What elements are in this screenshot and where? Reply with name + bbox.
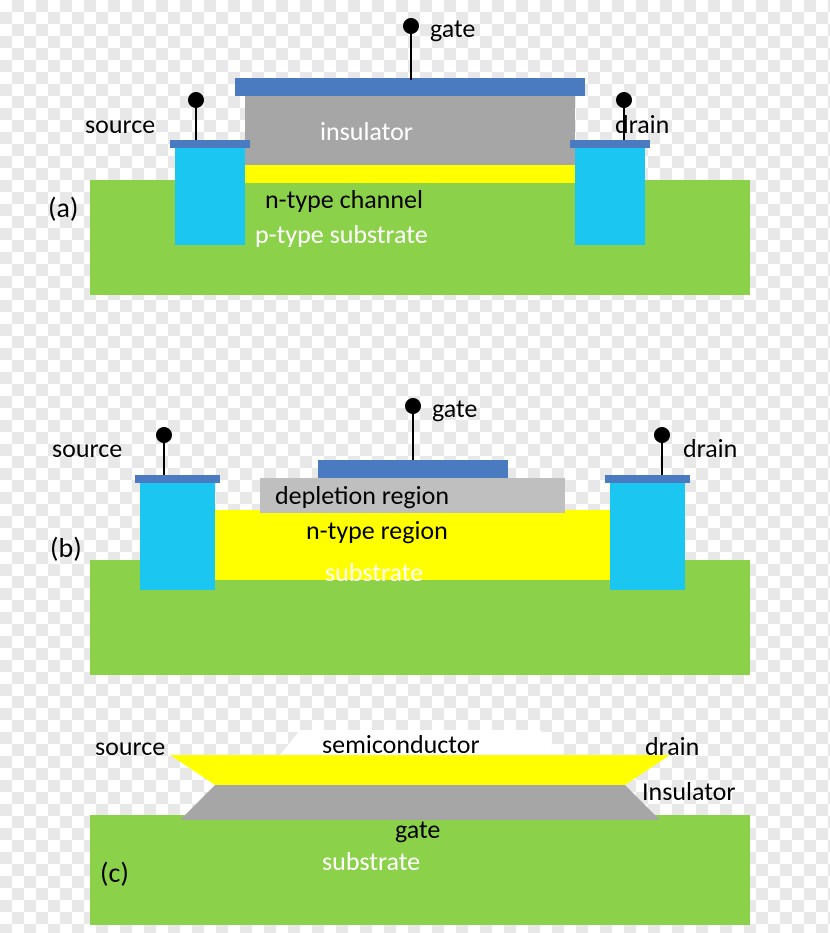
b-nregion-label: n-type region [306,514,448,546]
c-drain-label: drain [645,730,699,762]
panel-b: gate source drain depletion region n-typ… [0,380,830,680]
a-gate-dot [403,18,419,34]
b-source-dot [156,427,172,443]
c-insulator-label: Insulator [642,775,735,807]
a-drain-contact [575,145,645,245]
b-panel-tag: (b) [50,530,82,565]
a-source-label: source [85,108,155,140]
a-channel-label: n-type channel [265,183,423,215]
c-semiconductor-label: semiconductor [322,728,480,760]
a-gate-bar [235,78,585,96]
a-drain-dot [616,92,632,108]
panel-c: source drain semiconductor Insulator gat… [0,700,830,933]
c-source-label: source [95,730,165,762]
a-source-contact [175,145,245,245]
c-panel-tag: (c) [100,855,129,890]
b-source-pad [135,475,220,483]
a-drain-label: drain [615,108,669,140]
a-gate-label: gate [430,12,475,44]
b-gate-label: gate [432,392,477,424]
b-drain-label: drain [683,432,737,464]
b-substrate-label: substrate [325,556,423,588]
b-drain-dot [654,427,670,443]
a-channel [245,165,575,183]
b-depletion-label: depletion region [275,479,449,511]
b-source-contact [140,480,215,590]
b-source-label: source [52,432,122,464]
a-substrate-label: p-type substrate [255,218,428,250]
a-source-pad [170,140,250,148]
c-gate-label: gate [395,813,440,845]
a-panel-tag: (a) [48,190,78,225]
b-drain-contact [610,480,685,590]
b-gate-bar [318,460,508,478]
c-substrate-label: substrate [322,845,420,877]
a-source-dot [188,92,204,108]
b-drain-pad [605,475,690,483]
a-drain-pad [570,140,650,148]
b-gate-dot [405,398,421,414]
a-insulator-label: insulator [320,115,413,147]
panel-a: gate source drain insulator n-type chann… [0,0,830,300]
